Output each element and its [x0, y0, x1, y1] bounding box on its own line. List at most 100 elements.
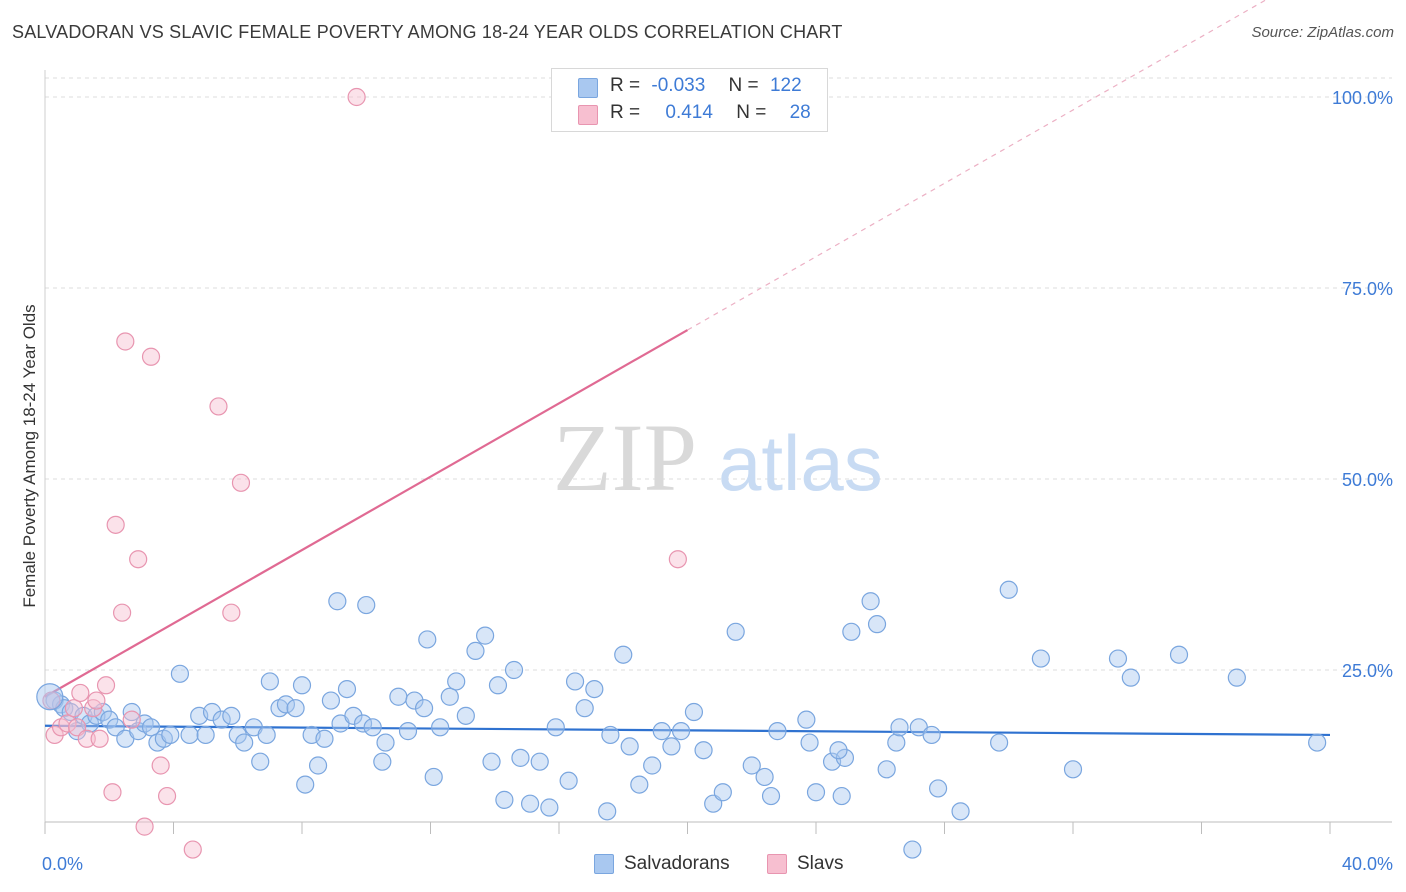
- point-salvadorans: [1121, 668, 1140, 687]
- point-salvadorans: [353, 714, 373, 733]
- point-slavs: [112, 603, 132, 622]
- point-salvadorans: [405, 691, 424, 710]
- point-slavs: [151, 756, 170, 775]
- point-slavs: [87, 691, 106, 710]
- point-slavs: [183, 840, 202, 859]
- legend-n-label: N =: [728, 75, 759, 96]
- point-salvadorans: [540, 798, 559, 817]
- point-salvadorans: [806, 783, 826, 802]
- point-slavs: [58, 714, 77, 733]
- point-salvadorans: [122, 702, 141, 722]
- point-salvadorans: [414, 699, 434, 718]
- point-salvadorans: [726, 622, 745, 641]
- bottom-legend-label-slavs: Slavs: [797, 853, 844, 874]
- point-salvadorans: [456, 706, 475, 725]
- point-salvadorans: [861, 592, 880, 611]
- point-salvadorans: [251, 752, 270, 771]
- point-salvadorans: [671, 722, 691, 741]
- point-slavs: [122, 710, 141, 729]
- point-salvadorans: [93, 702, 112, 722]
- point-salvadorans: [321, 691, 341, 710]
- point-salvadorans: [620, 737, 639, 756]
- point-salvadorans: [575, 699, 594, 718]
- legend-n-value: 28: [789, 102, 811, 123]
- point-slavs: [668, 550, 687, 569]
- point-salvadorans: [903, 840, 922, 859]
- point-salvadorans: [520, 794, 540, 813]
- point-slavs: [231, 473, 251, 492]
- point-salvadorans: [652, 722, 671, 741]
- x-tick-label: 40.0%: [1342, 854, 1393, 874]
- point-salvadorans: [1227, 668, 1246, 687]
- point-salvadorans: [196, 725, 215, 745]
- point-salvadorans: [296, 775, 315, 794]
- point-salvadorans: [530, 752, 549, 771]
- point-salvadorans: [598, 802, 617, 821]
- point-salvadorans: [630, 775, 649, 794]
- point-slavs: [222, 603, 241, 622]
- point-salvadorans: [228, 725, 247, 745]
- point-salvadorans: [180, 725, 199, 745]
- point-slavs: [209, 397, 228, 416]
- point-salvadorans: [170, 664, 190, 683]
- point-salvadorans: [990, 733, 1009, 752]
- point-salvadorans: [488, 676, 508, 695]
- point-slavs: [141, 347, 161, 366]
- point-salvadorans: [161, 725, 180, 745]
- point-salvadorans: [389, 687, 408, 706]
- point-salvadorans: [694, 741, 713, 760]
- point-salvadorans: [1308, 733, 1327, 752]
- legend-r-value: -0.033: [651, 75, 706, 96]
- point-slavs: [116, 332, 135, 351]
- point-salvadorans: [504, 660, 524, 680]
- y-tick-label: 25.0%: [1342, 661, 1393, 681]
- point-salvadorans: [100, 710, 119, 729]
- point-salvadorans: [398, 722, 418, 741]
- y-axis-label: Female Poverty Among 18-24 Year Olds: [20, 304, 39, 607]
- point-salvadorans: [376, 733, 395, 752]
- point-salvadorans: [357, 595, 376, 615]
- point-slavs: [96, 676, 116, 695]
- point-salvadorans: [684, 702, 704, 722]
- point-salvadorans: [565, 672, 585, 691]
- point-salvadorans: [482, 752, 501, 771]
- legend-n-label: N =: [736, 102, 767, 123]
- point-salvadorans: [755, 767, 774, 787]
- point-salvadorans: [1063, 760, 1083, 779]
- point-salvadorans: [800, 733, 819, 752]
- point-salvadorans: [286, 699, 305, 718]
- tick-labels: 25.0% 50.0% 75.0% 100.0% 0.0% 40.0%: [42, 88, 1393, 874]
- legend-r-label: R =: [610, 102, 641, 123]
- point-salvadorans: [761, 786, 781, 806]
- bottom-legend-swatch-salvadorans: [594, 854, 614, 874]
- point-salvadorans: [1108, 649, 1128, 668]
- point-salvadorans: [202, 702, 222, 722]
- point-slavs: [106, 515, 125, 534]
- legend-r-label: R =: [610, 75, 641, 96]
- point-salvadorans: [257, 725, 276, 745]
- point-salvadorans: [877, 760, 896, 779]
- chart-title: SALVADORAN VS SLAVIC FEMALE POVERTY AMON…: [12, 22, 843, 42]
- point-salvadorans: [742, 756, 761, 775]
- point-slavs: [71, 683, 90, 703]
- point-slavs: [129, 550, 148, 569]
- point-salvadorans: [546, 718, 565, 737]
- point-salvadorans: [1031, 649, 1050, 668]
- point-salvadorans: [476, 626, 495, 645]
- bottom-legend-label-salvadorans: Salvadorans: [624, 853, 730, 874]
- point-salvadorans: [928, 779, 948, 798]
- point-salvadorans: [797, 710, 816, 729]
- point-salvadorans: [511, 748, 530, 767]
- point-salvadorans: [887, 733, 906, 752]
- point-salvadorans: [292, 676, 312, 695]
- point-salvadorans: [829, 741, 848, 760]
- y-tick-label: 100.0%: [1332, 88, 1393, 108]
- point-salvadorans: [431, 718, 450, 737]
- trend-line-slavs: [44, 329, 689, 698]
- point-salvadorans: [447, 672, 466, 691]
- point-salvadorans: [276, 695, 296, 714]
- point-salvadorans: [832, 786, 851, 806]
- point-salvadorans: [466, 641, 485, 661]
- point-slavs: [64, 699, 84, 718]
